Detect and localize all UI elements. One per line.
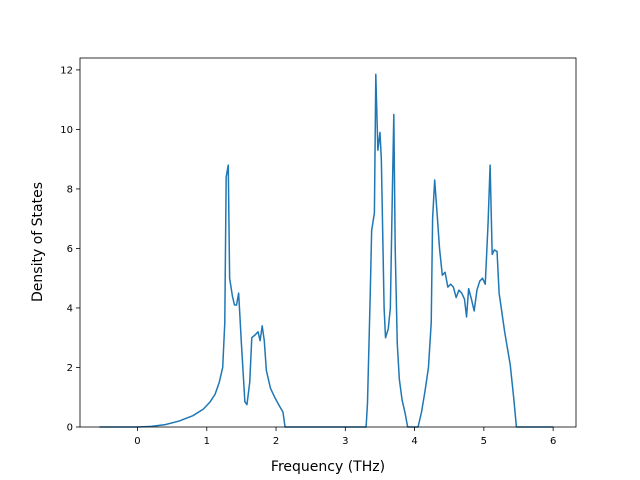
x-axis-ticks: 0 1 2 3 4 5 6 — [134, 427, 556, 447]
x-tick-label: 4 — [411, 436, 417, 447]
x-tick-label: 6 — [550, 436, 556, 447]
y-axis-ticks: 0 2 4 6 8 10 12 — [60, 65, 80, 434]
dos-series-line — [99, 73, 554, 428]
y-tick-label: 0 — [67, 423, 73, 434]
x-tick-label: 3 — [342, 436, 348, 447]
x-tick-label: 2 — [273, 436, 279, 447]
y-tick-label: 4 — [67, 303, 73, 314]
axes-frame — [79, 57, 577, 428]
y-tick-label: 8 — [67, 184, 73, 195]
x-tick-label: 1 — [204, 436, 210, 447]
x-axis-label: Frequency (THz) — [271, 459, 385, 475]
x-tick-label: 5 — [481, 436, 487, 447]
plot-area — [99, 73, 554, 428]
y-tick-label: 12 — [60, 65, 73, 76]
y-axis-label: Density of States — [30, 182, 46, 302]
y-tick-label: 10 — [60, 125, 73, 136]
y-tick-label: 2 — [67, 363, 73, 374]
x-tick-label: 0 — [134, 436, 140, 447]
y-tick-label: 6 — [67, 244, 73, 255]
